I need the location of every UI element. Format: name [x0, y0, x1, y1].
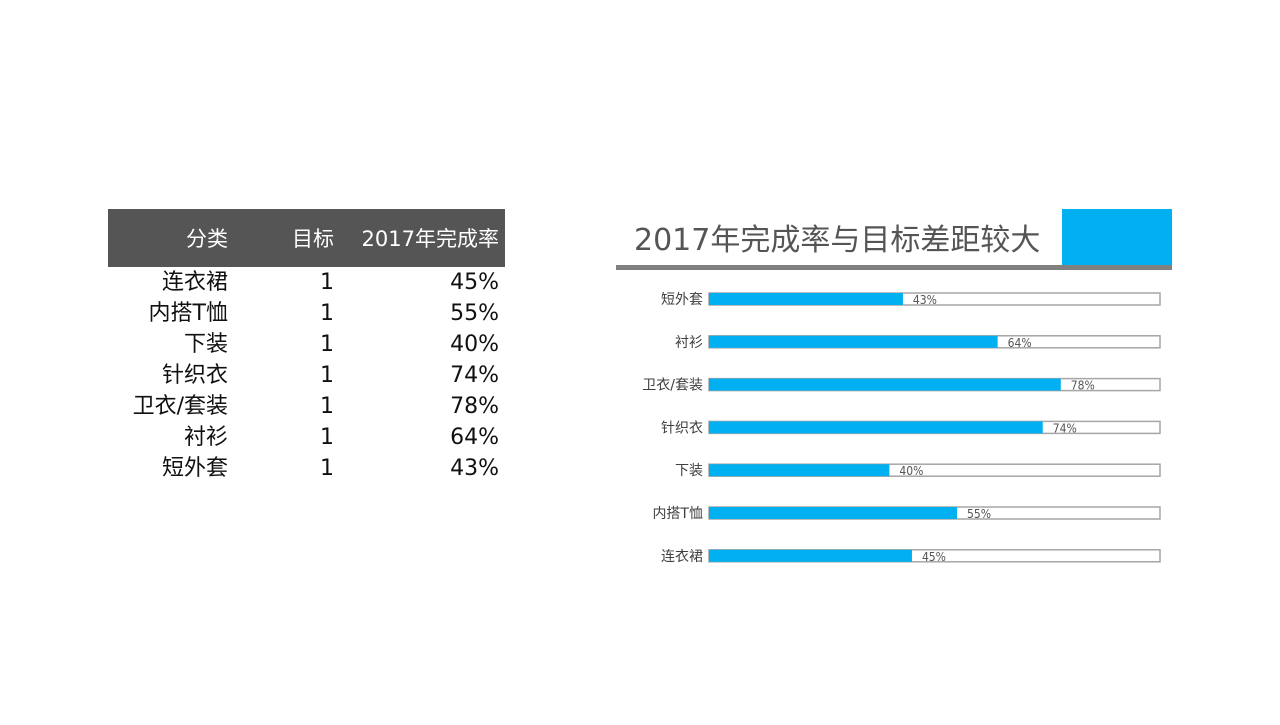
- cell-target: 1: [320, 394, 334, 419]
- table-row: 短外套 1 43%: [108, 453, 505, 484]
- category-label: 内搭T恤: [652, 506, 703, 522]
- table-row: 卫衣/套装 1 78%: [108, 391, 505, 422]
- data-label: 78%: [1071, 379, 1095, 393]
- cell-rate: 64%: [450, 425, 499, 450]
- cell-rate: 78%: [450, 394, 499, 419]
- table-header-row: 分类 目标 2017年完成率: [108, 209, 505, 267]
- cell-category: 连衣裙: [161, 270, 228, 295]
- category-label: 衬衫: [675, 335, 703, 351]
- cell-target: 1: [320, 332, 334, 357]
- chart-title: 2017年完成率与目标差距较大: [634, 223, 1041, 258]
- cell-rate: 55%: [450, 301, 499, 326]
- bar: [709, 549, 912, 562]
- bar-chart: 短外套 43% 衬衫 64% 卫衣/套装 78% 针织衣 74% 下装 40% 内搭T恤 55% 连衣裙…: [642, 292, 1161, 565]
- table-row: 下装 1 40%: [108, 329, 505, 360]
- bar: [709, 421, 1043, 434]
- cell-category: 短外套: [161, 456, 228, 481]
- data-label: 45%: [922, 550, 946, 564]
- bar: [709, 464, 890, 477]
- bar: [709, 507, 958, 519]
- data-label: 64%: [1008, 336, 1032, 350]
- cell-category: 下装: [183, 332, 228, 357]
- cell-category: 针织衣: [161, 363, 228, 388]
- table-row: 内搭T恤 1 55%: [108, 298, 505, 329]
- data-label: 43%: [913, 293, 937, 307]
- data-label: 40%: [899, 464, 923, 478]
- cell-target: 1: [320, 270, 334, 295]
- category-label: 卫衣/套装: [642, 378, 703, 394]
- table-row: 针织衣 1 74%: [108, 360, 505, 391]
- cell-rate: 45%: [450, 270, 499, 295]
- category-label: 短外套: [661, 292, 703, 308]
- cell-category: 衬衫: [183, 425, 228, 450]
- cell-rate: 74%: [450, 363, 499, 388]
- cell-category: 内搭T恤: [148, 301, 228, 326]
- header-category: 分类: [108, 209, 234, 267]
- bar: [709, 378, 1061, 391]
- header-rate: 2017年完成率: [340, 209, 505, 267]
- cell-category: 卫衣/套装: [132, 394, 228, 419]
- bar: [709, 293, 903, 305]
- cell-rate: 43%: [450, 456, 499, 481]
- bar: [709, 335, 998, 348]
- title-underline: [616, 265, 1172, 270]
- header-target: 目标: [234, 209, 340, 267]
- data-label: 74%: [1053, 421, 1077, 435]
- cell-target: 1: [320, 363, 334, 388]
- cell-target: 1: [320, 456, 334, 481]
- completion-table: 分类 目标 2017年完成率 连衣裙 1 45% 内搭T恤 1 55% 下装 1…: [108, 209, 505, 484]
- category-label: 下装: [675, 463, 703, 479]
- data-label: 55%: [967, 507, 991, 521]
- category-label: 连衣裙: [661, 549, 703, 565]
- table-row: 连衣裙 1 45%: [108, 267, 505, 298]
- table-row: 衬衫 1 64%: [108, 422, 505, 453]
- category-label: 针织衣: [661, 420, 703, 436]
- cell-target: 1: [320, 301, 334, 326]
- cell-target: 1: [320, 425, 334, 450]
- title-accent-block: [1062, 209, 1172, 267]
- cell-rate: 40%: [450, 332, 499, 357]
